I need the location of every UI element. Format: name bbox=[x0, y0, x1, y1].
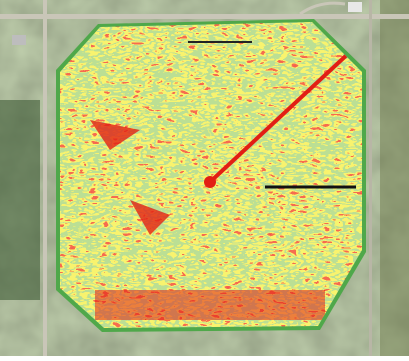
pivot-track bbox=[208, 50, 352, 184]
building bbox=[12, 35, 26, 45]
road-top bbox=[0, 14, 409, 19]
pivot-center bbox=[204, 176, 216, 188]
adjacent-field bbox=[380, 0, 409, 361]
low-yield-zone bbox=[90, 120, 170, 235]
farm-road bbox=[299, 1, 346, 16]
road-left bbox=[43, 0, 47, 361]
dark-crop-area bbox=[0, 100, 40, 300]
road-right bbox=[369, 0, 372, 361]
yield-heatmap bbox=[60, 22, 362, 328]
bottom-margin bbox=[0, 356, 409, 361]
building bbox=[348, 2, 362, 12]
yield-map bbox=[60, 22, 362, 328]
low-yield-zone bbox=[95, 290, 325, 320]
